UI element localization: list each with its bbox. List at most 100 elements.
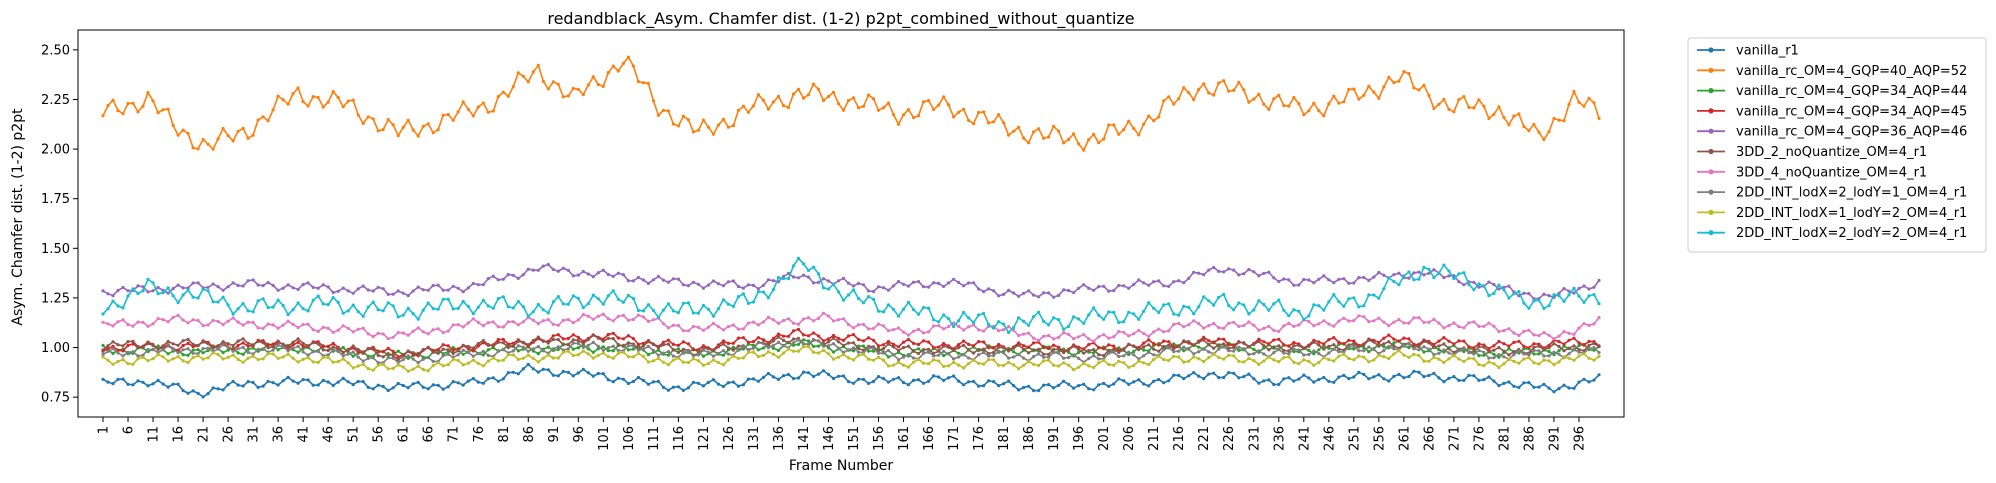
- data-point: [606, 349, 610, 353]
- data-point: [681, 360, 686, 364]
- data-point: [1572, 89, 1576, 94]
- data-point: [401, 358, 405, 362]
- data-point: [977, 361, 981, 365]
- data-point: [1567, 386, 1571, 390]
- data-point: [1362, 93, 1366, 97]
- data-point: [681, 114, 686, 118]
- data-point: [331, 383, 335, 387]
- legend-marker: [1708, 230, 1714, 236]
- data-point: [561, 343, 565, 347]
- data-point: [1427, 341, 1431, 345]
- data-point: [1482, 345, 1486, 349]
- data-point: [181, 343, 185, 348]
- data-point: [1342, 342, 1346, 346]
- data-point: [1462, 95, 1466, 99]
- data-point: [1047, 355, 1051, 359]
- data-point: [331, 296, 335, 300]
- data-point: [1302, 317, 1306, 321]
- data-point: [526, 349, 530, 353]
- data-point: [1257, 328, 1261, 332]
- data-point: [1137, 328, 1141, 332]
- data-point: [1487, 356, 1491, 360]
- data-point: [1252, 270, 1256, 274]
- x-tick-label: 121: [697, 426, 712, 451]
- data-point: [641, 378, 646, 382]
- data-point: [321, 283, 325, 287]
- data-point: [651, 99, 656, 103]
- data-point: [431, 350, 435, 354]
- data-point: [441, 354, 445, 358]
- data-point: [416, 285, 420, 289]
- data-point: [736, 108, 741, 112]
- data-point: [206, 285, 210, 289]
- data-point: [441, 343, 445, 347]
- data-point: [696, 282, 701, 286]
- data-point: [1447, 323, 1451, 328]
- data-point: [1492, 291, 1496, 295]
- data-point: [856, 353, 861, 357]
- data-point: [511, 306, 515, 310]
- data-point: [411, 357, 415, 361]
- data-point: [666, 363, 671, 367]
- data-point: [1517, 289, 1521, 294]
- data-point: [536, 370, 540, 374]
- data-point: [366, 385, 370, 389]
- data-point: [1482, 324, 1486, 328]
- data-point: [431, 363, 435, 368]
- data-point: [321, 348, 325, 352]
- data-point: [766, 315, 771, 319]
- data-point: [1252, 352, 1256, 356]
- data-point: [962, 284, 966, 288]
- data-point: [466, 361, 470, 365]
- data-point: [811, 337, 816, 342]
- data-point: [826, 340, 831, 344]
- data-point: [701, 344, 706, 348]
- data-point: [271, 345, 275, 349]
- data-point: [1477, 378, 1481, 382]
- data-point: [1277, 344, 1281, 348]
- data-point: [156, 111, 160, 115]
- data-point: [756, 93, 761, 97]
- data-point: [551, 347, 555, 351]
- data-point: [216, 285, 220, 289]
- data-point: [1127, 119, 1131, 123]
- data-point: [1457, 349, 1461, 353]
- data-point: [686, 329, 691, 333]
- data-point: [686, 386, 691, 390]
- data-point: [136, 320, 140, 324]
- data-point: [126, 350, 130, 354]
- data-point: [356, 310, 360, 314]
- data-point: [851, 333, 856, 337]
- data-point: [541, 308, 545, 312]
- data-point: [646, 340, 651, 344]
- data-point: [1402, 321, 1406, 325]
- data-point: [1402, 353, 1406, 357]
- data-point: [206, 348, 210, 353]
- data-point: [1022, 344, 1026, 348]
- data-point: [281, 342, 285, 346]
- data-point: [1082, 361, 1086, 365]
- data-point: [1547, 130, 1551, 134]
- data-point: [166, 385, 170, 389]
- data-point: [476, 380, 480, 384]
- data-point: [901, 355, 906, 359]
- data-point: [456, 286, 460, 290]
- data-point: [836, 355, 841, 359]
- data-point: [491, 376, 495, 380]
- data-point: [997, 384, 1001, 388]
- x-tick-label: 126: [722, 426, 737, 451]
- data-point: [1147, 343, 1151, 347]
- data-point: [141, 380, 145, 384]
- x-tick-label: 101: [597, 426, 612, 451]
- data-point: [111, 351, 115, 355]
- data-point: [441, 364, 445, 368]
- data-point: [1522, 357, 1526, 361]
- data-point: [1452, 342, 1456, 346]
- data-point: [486, 353, 490, 357]
- data-point: [1077, 317, 1081, 321]
- data-point: [261, 115, 265, 119]
- data-point: [291, 356, 295, 360]
- data-point: [1287, 344, 1291, 348]
- data-point: [1117, 377, 1121, 381]
- data-point: [171, 123, 175, 127]
